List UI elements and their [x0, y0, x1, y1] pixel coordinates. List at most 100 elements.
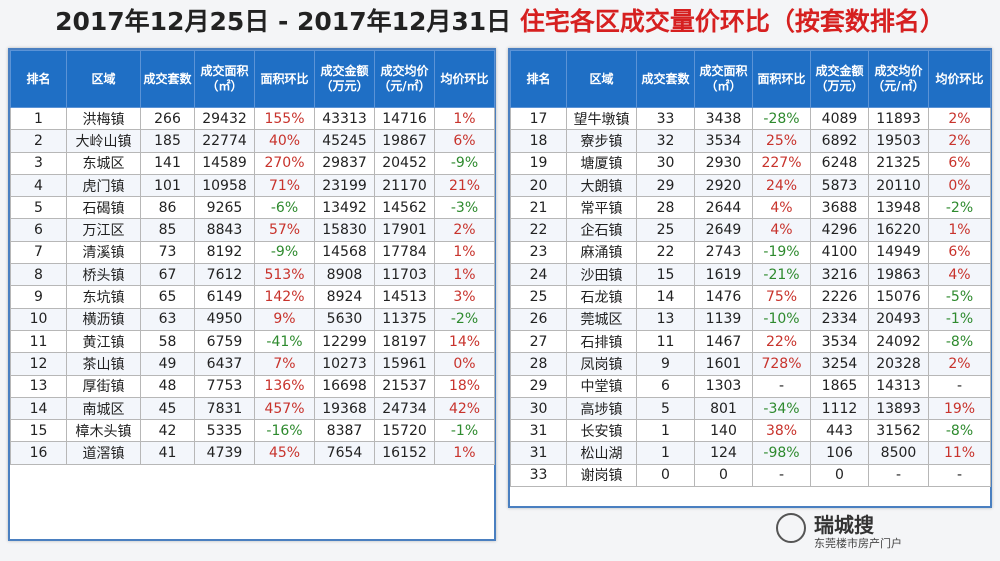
district-cell: 长安镇 — [566, 419, 637, 443]
table-row: 27 石排镇 11 1467 22% 3534 24092 -8% — [510, 329, 991, 354]
avg-price-cell: 14313 — [868, 374, 929, 398]
price-change-cell: -8% — [928, 329, 991, 354]
table-row: 9 东坑镇 65 6149 142% 8924 14513 3% — [10, 285, 495, 309]
district-cell: 莞城区 — [566, 307, 637, 331]
area-cell: 1139 — [694, 307, 753, 331]
rank-cell: 19 — [510, 151, 567, 175]
district-cell: 大岭山镇 — [66, 129, 141, 153]
amount-cell: 16698 — [314, 374, 375, 398]
avg-price-cell: 21325 — [868, 151, 929, 175]
price-change-cell: -9% — [434, 151, 495, 175]
district-cell: 寮步镇 — [566, 129, 637, 153]
district-cell: 石排镇 — [566, 329, 637, 354]
wechat-icon — [776, 513, 806, 543]
district-cell: 石碣镇 — [66, 196, 141, 220]
area-cell: 5335 — [194, 419, 255, 443]
amount-cell: 29837 — [314, 151, 375, 175]
page-title: 2017年12月25日 - 2017年12月31日 住宅各区成交量价环比（按套数… — [0, 4, 1000, 40]
area-cell: 6437 — [194, 352, 255, 376]
price-change-cell: - — [928, 374, 991, 398]
area-change-cell: -98% — [752, 441, 811, 465]
avg-price-cell: 11375 — [374, 307, 435, 331]
avg-price-cell: 20328 — [868, 352, 929, 376]
rank-cell: 27 — [510, 329, 567, 354]
rank-cell: 26 — [510, 307, 567, 331]
rank-cell: 29 — [510, 374, 567, 398]
table-panel-left: 排名 区域 成交套数 成交面积（㎡） 面积环比 成交金额（万元） 成交均价（元/㎡） 均价环比… — [8, 48, 496, 541]
units-cell: 15 — [636, 263, 695, 287]
avg-price-cell: 15720 — [374, 419, 435, 443]
units-cell: 58 — [140, 329, 195, 354]
amount-cell: 3688 — [810, 196, 869, 220]
district-cell: 道滘镇 — [66, 441, 141, 465]
area-cell: 2649 — [694, 218, 753, 242]
avg-price-cell: 19867 — [374, 129, 435, 153]
price-change-cell: 0% — [928, 173, 991, 198]
amount-cell: 10273 — [314, 352, 375, 376]
district-cell: 东坑镇 — [66, 285, 141, 309]
area-change-cell: 142% — [254, 285, 315, 309]
area-cell: 3534 — [694, 129, 753, 153]
district-cell: 万江区 — [66, 218, 141, 242]
area-cell: 2930 — [694, 151, 753, 175]
area-cell: 8843 — [194, 218, 255, 242]
column-header-rank: 排名 — [10, 50, 67, 108]
units-cell: 41 — [140, 441, 195, 465]
units-cell: 6 — [636, 374, 695, 398]
avg-price-cell: 17784 — [374, 240, 435, 265]
area-change-cell: -34% — [752, 396, 811, 421]
units-cell: 67 — [140, 263, 195, 287]
avg-price-cell: 15961 — [374, 352, 435, 376]
district-cell: 塘厦镇 — [566, 151, 637, 175]
amount-cell: 3254 — [810, 352, 869, 376]
avg-price-cell: 14949 — [868, 240, 929, 265]
rank-cell: 1 — [10, 106, 67, 131]
area-change-cell: 22% — [752, 329, 811, 354]
amount-cell: 2226 — [810, 285, 869, 309]
rank-cell: 7 — [10, 240, 67, 265]
area-cell: 10958 — [194, 173, 255, 198]
table-row: 30 高埗镇 5 801 -34% 1112 13893 19% — [510, 396, 991, 421]
price-change-cell: 1% — [434, 441, 495, 465]
district-cell: 洪梅镇 — [66, 106, 141, 131]
price-change-cell: 21% — [434, 173, 495, 198]
district-cell: 黄江镇 — [66, 329, 141, 354]
area-cell: 6149 — [194, 285, 255, 309]
amount-cell: 0 — [810, 463, 869, 488]
district-cell: 高埗镇 — [566, 396, 637, 421]
district-cell: 石龙镇 — [566, 285, 637, 309]
district-cell: 麻涌镇 — [566, 240, 637, 265]
units-cell: 48 — [140, 374, 195, 398]
table-row: 12 茶山镇 49 6437 7% 10273 15961 0% — [10, 352, 495, 376]
district-cell: 大朗镇 — [566, 173, 637, 198]
rank-cell: 23 — [510, 240, 567, 265]
units-cell: 32 — [636, 129, 695, 153]
table-row: 22 企石镇 25 2649 4% 4296 16220 1% — [510, 218, 991, 242]
units-cell: 5 — [636, 396, 695, 421]
area-change-cell: -9% — [254, 240, 315, 265]
rank-cell: 10 — [10, 307, 67, 331]
units-cell: 141 — [140, 151, 195, 175]
amount-cell: 1112 — [810, 396, 869, 421]
amount-cell: 8924 — [314, 285, 375, 309]
district-cell: 企石镇 — [566, 218, 637, 242]
area-change-cell: 71% — [254, 173, 315, 198]
amount-cell: 6248 — [810, 151, 869, 175]
amount-cell: 6892 — [810, 129, 869, 153]
district-cell: 茶山镇 — [66, 352, 141, 376]
price-change-cell: 1% — [434, 106, 495, 131]
area-cell: 801 — [694, 396, 753, 421]
column-header-price-change: 均价环比 — [434, 50, 495, 108]
avg-price-cell: 19863 — [868, 263, 929, 287]
amount-cell: 45245 — [314, 129, 375, 153]
district-cell: 凤岗镇 — [566, 352, 637, 376]
avg-price-cell: 24092 — [868, 329, 929, 354]
price-change-cell: 1% — [434, 263, 495, 287]
avg-price-cell: 20493 — [868, 307, 929, 331]
district-cell: 虎门镇 — [66, 173, 141, 198]
table-row: 4 虎门镇 101 10958 71% 23199 21170 21% — [10, 173, 495, 198]
units-cell: 45 — [140, 396, 195, 421]
avg-price-cell: 31562 — [868, 419, 929, 443]
column-header-district: 区域 — [66, 50, 141, 108]
rank-cell: 21 — [510, 196, 567, 220]
